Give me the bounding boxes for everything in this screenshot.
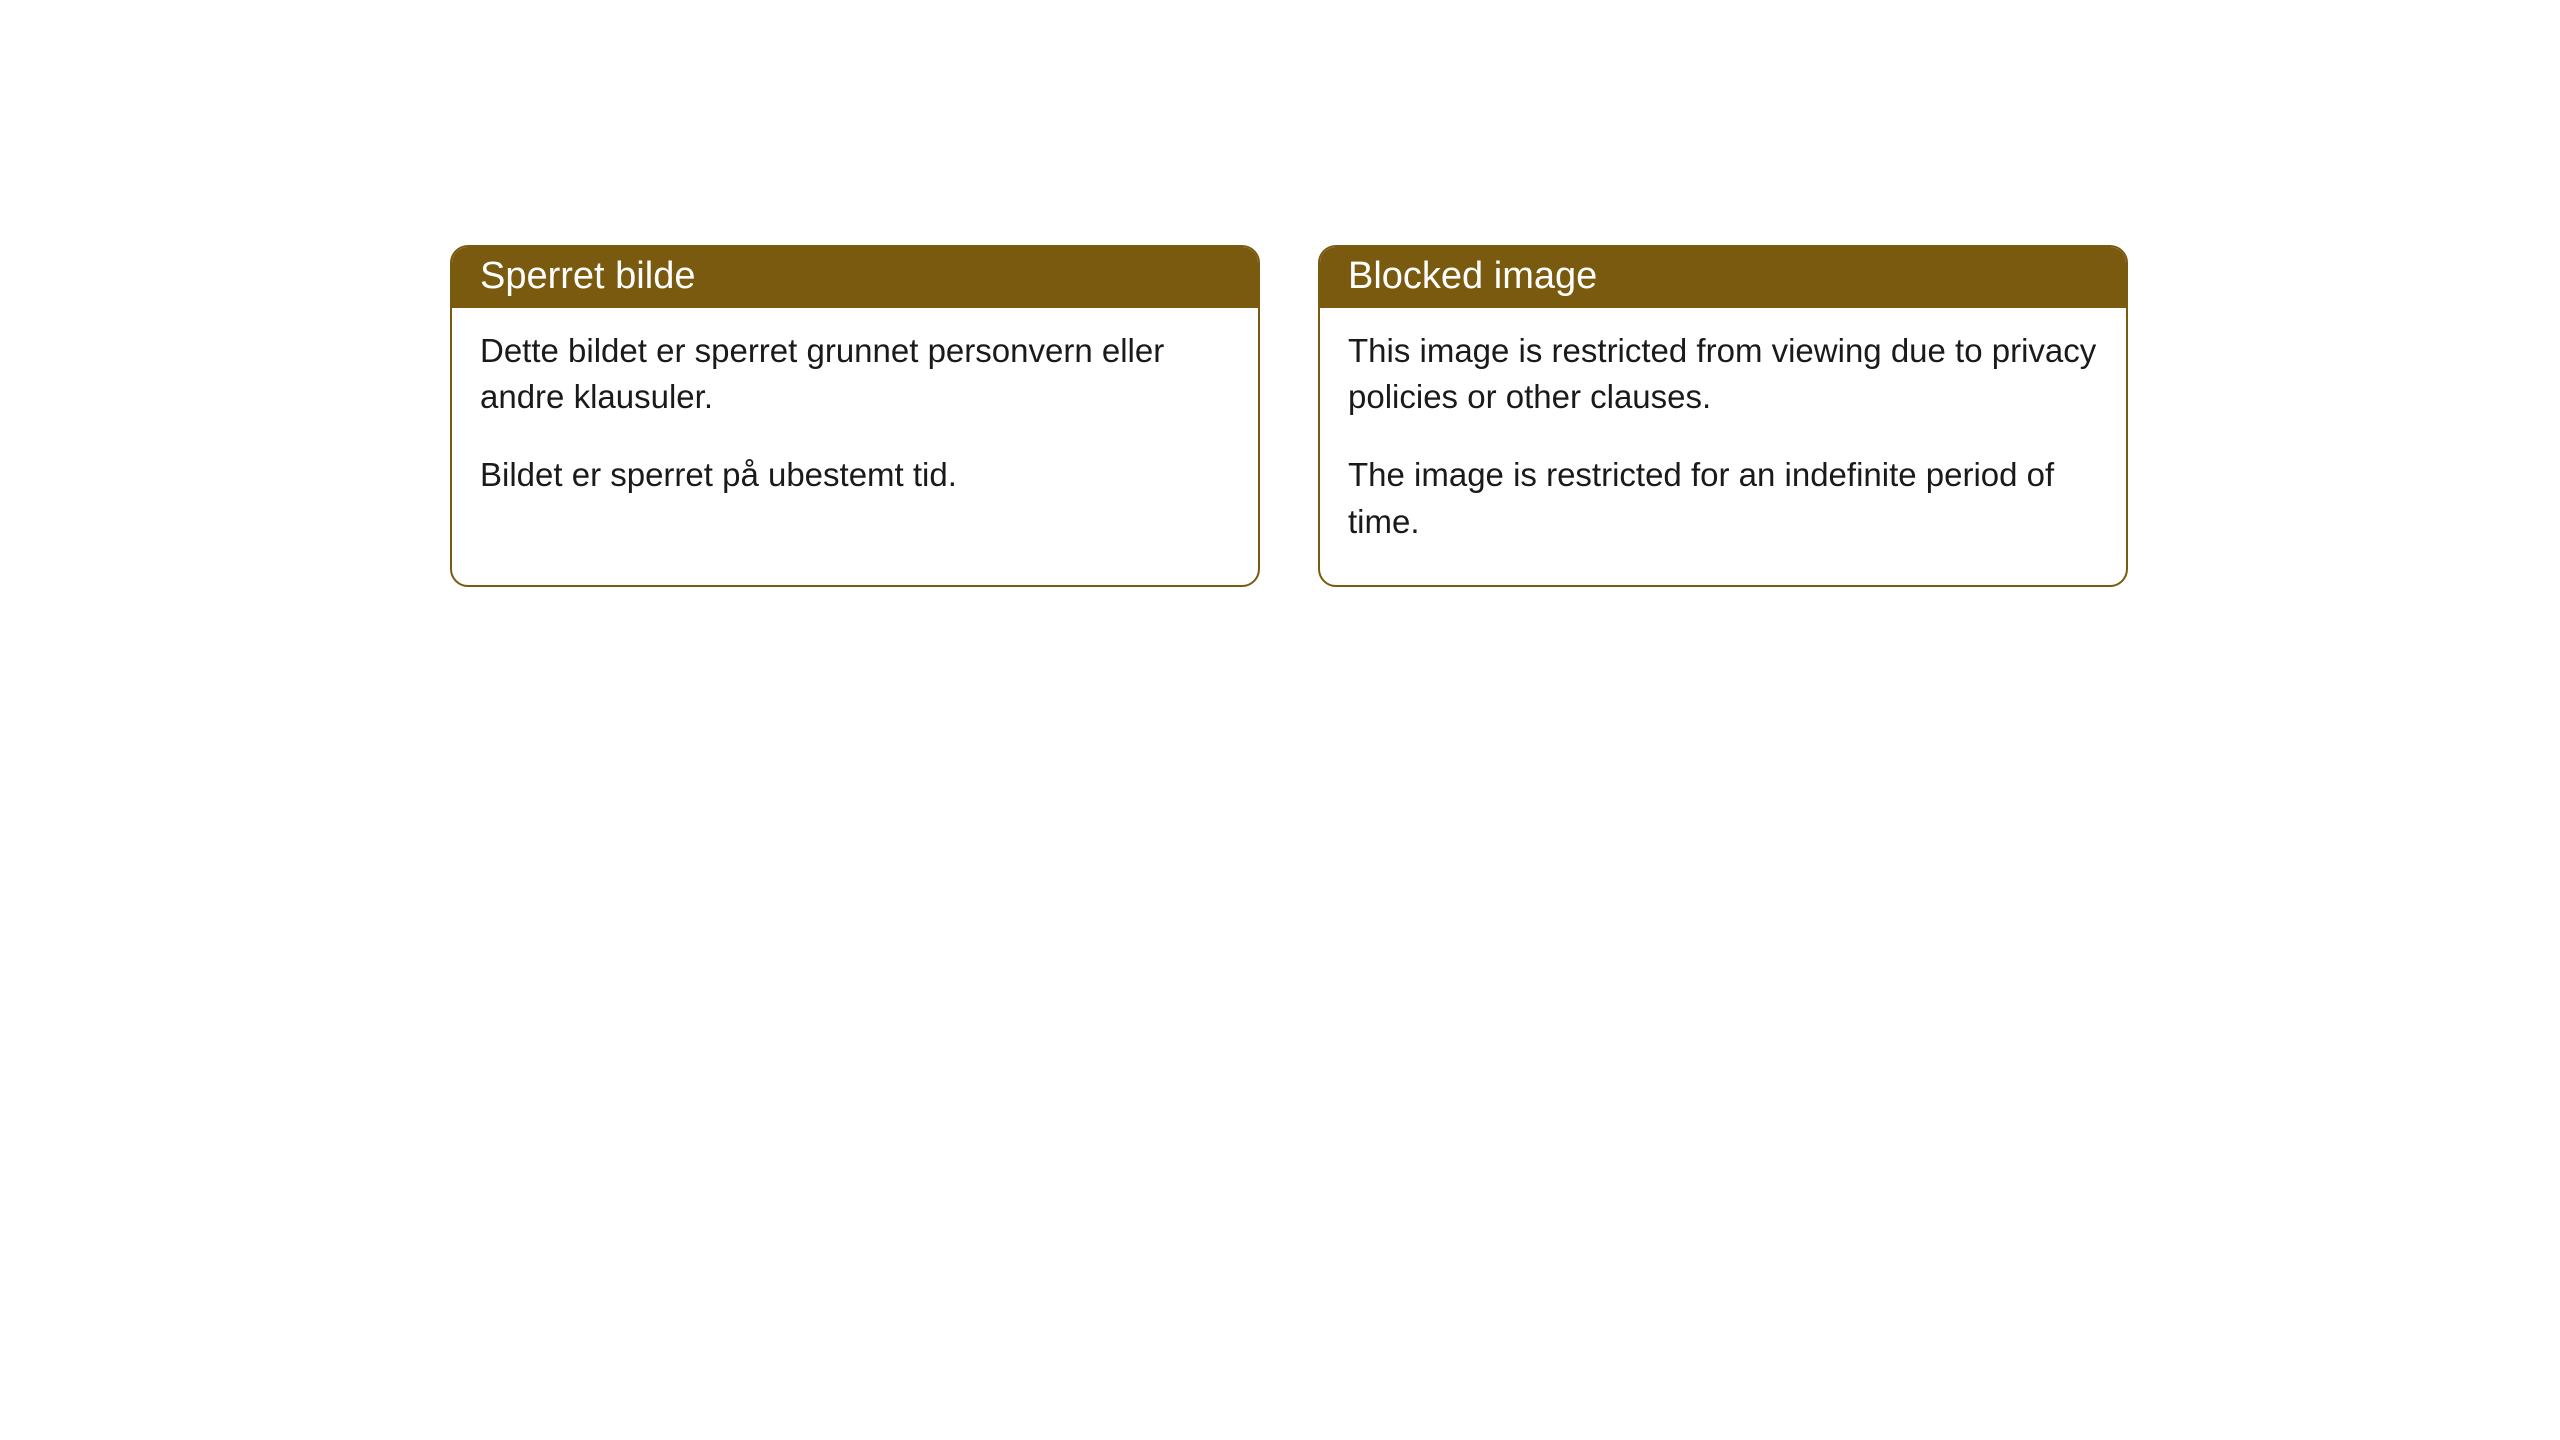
card-header-norwegian: Sperret bilde (452, 247, 1258, 308)
card-body-english: This image is restricted from viewing du… (1320, 308, 2126, 585)
blocked-image-card-norwegian: Sperret bilde Dette bildet er sperret gr… (450, 245, 1260, 587)
card-title-english: Blocked image (1348, 255, 1597, 297)
card-title-norwegian: Sperret bilde (480, 255, 695, 297)
card-header-english: Blocked image (1320, 247, 2126, 308)
card-paragraph-1-norwegian: Dette bildet er sperret grunnet personve… (480, 328, 1230, 420)
card-paragraph-1-english: This image is restricted from viewing du… (1348, 328, 2098, 420)
card-paragraph-2-english: The image is restricted for an indefinit… (1348, 452, 2098, 544)
card-body-norwegian: Dette bildet er sperret grunnet personve… (452, 308, 1258, 539)
card-paragraph-2-norwegian: Bildet er sperret på ubestemt tid. (480, 452, 1230, 498)
blocked-image-card-english: Blocked image This image is restricted f… (1318, 245, 2128, 587)
notice-cards-container: Sperret bilde Dette bildet er sperret gr… (450, 245, 2128, 587)
